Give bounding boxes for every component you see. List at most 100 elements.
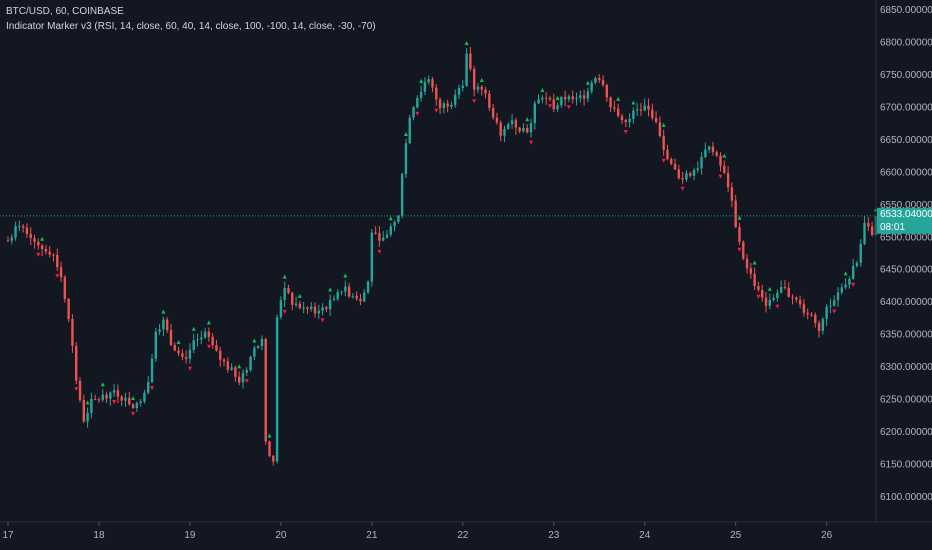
candle-body xyxy=(563,96,567,100)
candle-body xyxy=(814,314,817,323)
marker-up-icon xyxy=(767,286,772,291)
candle-body xyxy=(605,85,609,98)
candle-body xyxy=(870,226,874,236)
marker-down-icon xyxy=(131,411,136,416)
candle-body xyxy=(700,156,703,169)
candle-body xyxy=(613,107,616,109)
candle-body xyxy=(408,117,411,144)
candle-body xyxy=(715,152,718,156)
candle-body xyxy=(726,172,730,188)
candle-body xyxy=(260,338,264,346)
candle-body xyxy=(366,281,370,293)
y-tick-label: 6500.00000000 xyxy=(880,232,932,243)
indicator-title[interactable]: Indicator Marker v3 (RSI, 14, close, 60,… xyxy=(6,21,376,32)
marker-down-icon xyxy=(851,282,856,287)
x-tick-label: 20 xyxy=(275,530,287,541)
candle-body xyxy=(685,173,688,180)
candle-body xyxy=(90,398,93,414)
candle-body xyxy=(226,361,230,370)
candle-body xyxy=(268,441,271,456)
symbol-title[interactable]: BTC/USD, 60, COINBASE xyxy=(6,6,124,17)
y-tick-label: 6850.00000000 xyxy=(880,5,932,16)
candle-body xyxy=(844,284,847,288)
candle-body xyxy=(287,288,290,293)
candle-body xyxy=(529,123,533,133)
candle-body xyxy=(234,367,237,377)
x-tick-label: 25 xyxy=(730,530,742,541)
candle-body xyxy=(454,94,457,105)
candle-body xyxy=(294,303,298,305)
candle-body xyxy=(188,349,192,359)
x-tick-label: 22 xyxy=(457,530,469,541)
candle-body xyxy=(200,337,203,340)
time-axis[interactable]: 17 18 19 20 21 22 23 24 25 26 xyxy=(2,522,833,541)
candle-body xyxy=(692,170,696,176)
candle-body xyxy=(128,397,131,405)
candle-body xyxy=(256,345,260,348)
candle-body xyxy=(723,165,726,173)
marker-up-icon xyxy=(540,88,545,93)
marker-up-icon xyxy=(100,382,105,387)
candle-body xyxy=(416,97,419,108)
candle-body xyxy=(438,99,442,109)
candle-body xyxy=(67,299,70,319)
marker-up-icon xyxy=(737,215,742,220)
candle-body xyxy=(230,367,233,370)
candle-body xyxy=(139,401,142,403)
price-axis[interactable]: 6100.00000000 6150.00000000 6200.00000000 6… xyxy=(880,5,932,503)
candle-body xyxy=(135,402,139,409)
candle-body xyxy=(544,97,548,99)
candle-body xyxy=(363,292,366,302)
candle-body xyxy=(825,306,828,319)
candle-body xyxy=(518,127,521,132)
candle-body xyxy=(131,404,135,409)
candle-body xyxy=(548,97,552,100)
candle-body xyxy=(18,226,21,228)
candle-body xyxy=(764,297,768,306)
x-tick-label: 26 xyxy=(821,530,833,541)
marker-down-icon xyxy=(187,366,192,371)
candle-body xyxy=(734,200,737,228)
marker-up-icon xyxy=(40,236,45,241)
candle-body xyxy=(211,336,214,346)
candle-body xyxy=(628,118,631,123)
candle-body xyxy=(776,292,779,298)
candle-body xyxy=(162,319,165,330)
candle-body xyxy=(272,455,275,462)
candle-body xyxy=(215,345,218,351)
candle-body xyxy=(601,80,605,86)
candle-body xyxy=(427,79,430,83)
candle-body xyxy=(393,221,396,227)
candle-body xyxy=(472,68,476,90)
candle-body xyxy=(21,226,25,228)
marker-up-icon xyxy=(752,260,757,265)
candle-body xyxy=(6,240,10,242)
candle-body xyxy=(124,397,127,401)
candle-body xyxy=(86,413,89,422)
candle-body xyxy=(33,238,36,242)
candle-body xyxy=(488,93,491,108)
candle-body xyxy=(52,254,55,256)
candle-body xyxy=(48,251,51,255)
candle-body xyxy=(196,339,199,341)
candle-body xyxy=(317,310,320,314)
candle-body xyxy=(795,297,798,300)
candle-body xyxy=(82,400,85,422)
y-tick-label: 6150.00000000 xyxy=(880,460,932,471)
marker-up-icon xyxy=(282,274,287,279)
candle-body xyxy=(560,96,563,106)
candle-body xyxy=(848,278,851,285)
marker-down-icon xyxy=(36,252,41,257)
candle-body xyxy=(14,226,17,238)
candle-body xyxy=(313,306,317,314)
marker-down-icon xyxy=(547,104,552,109)
candle-body xyxy=(673,163,677,170)
candle-body xyxy=(177,350,180,354)
candle-body xyxy=(374,232,377,234)
candle-body xyxy=(522,127,525,132)
candle-body xyxy=(677,169,681,179)
candle-body xyxy=(165,319,169,331)
marker-up-icon xyxy=(131,396,136,401)
